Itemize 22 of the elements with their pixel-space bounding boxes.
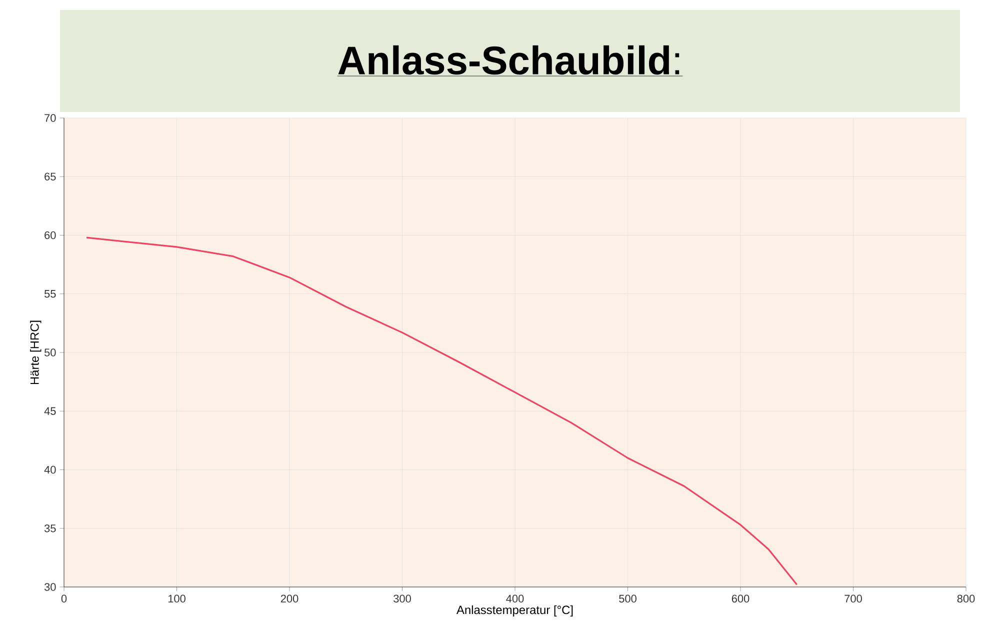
x-tick-label: 600	[732, 594, 750, 603]
x-tick-label: 700	[844, 594, 862, 603]
x-tick-label: 800	[957, 594, 975, 603]
y-tick-label: 50	[44, 348, 56, 356]
y-tick-label: 65	[44, 172, 56, 180]
x-tick-label: 0	[61, 594, 67, 603]
y-tick-label: 60	[44, 231, 56, 240]
x-tick-label: 500	[619, 594, 636, 603]
y-tick-label: 40	[44, 466, 56, 474]
line-series	[86, 236, 798, 586]
y-tick-label: 55	[44, 290, 56, 298]
y-tick-label: 30	[44, 583, 56, 591]
x-tick-label: 100	[168, 594, 186, 603]
x-tick-label: 200	[280, 594, 298, 603]
y-tick-label: 35	[44, 524, 56, 532]
x-tick-label: 300	[394, 594, 411, 603]
chart-title: Anlass-Schaubild:	[338, 45, 680, 75]
y-tick-label: 45	[44, 407, 56, 415]
y-axis-title: Härte [HRC]	[30, 320, 42, 384]
y-tick-label: 70	[44, 114, 56, 122]
x-tick-label: 400	[506, 594, 524, 603]
x-axis-title: Anlasstemperatur [°C]	[456, 605, 573, 617]
